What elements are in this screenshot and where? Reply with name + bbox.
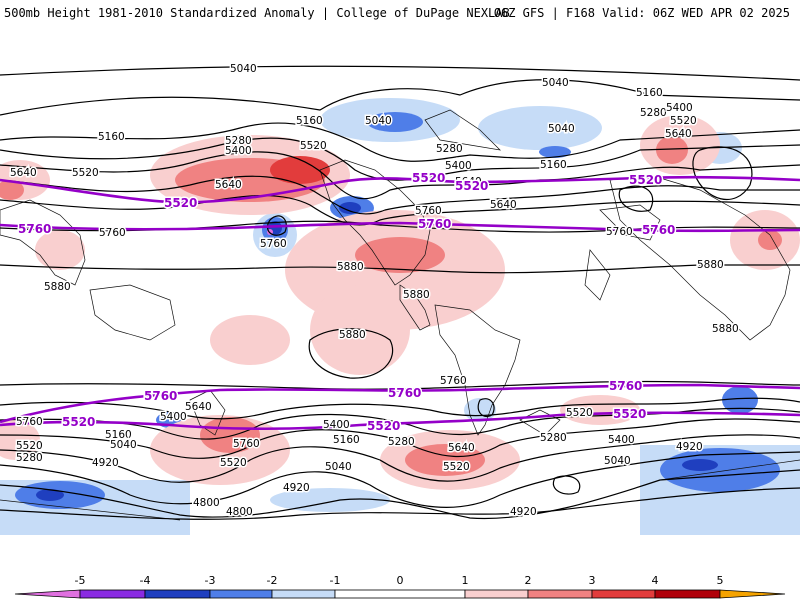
map-svg: 5040 5040 5040 5040 5040 5160 5160 5160 … [0,40,800,561]
contour-label: 5400 [608,434,635,446]
legend-colorbar [14,589,786,599]
contour-label: 5400 [160,411,187,423]
contour-label: 5760 [415,205,442,217]
highlight-labels: 5520 5520 5520 5520 5760 5760 5760 5760 … [17,170,677,435]
legend-ticks: -5 -4 -3 -2 -1 0 1 2 3 4 5 [75,574,724,587]
contour-label: 5880 [337,261,364,273]
map-title: 500mb Height 1981-2010 Standardized Anom… [4,6,510,20]
color-legend: -5 -4 -3 -2 -1 0 1 2 3 4 5 [0,568,800,600]
contour-label: 5400 [666,102,693,114]
highlight-label: 5760 [609,379,642,393]
anomaly-map: 5040 5040 5040 5040 5040 5160 5160 5160 … [0,40,800,561]
highlight-label: 5760 [144,389,177,403]
contour-label: 5280 [225,135,252,147]
contour-label: 5280 [388,436,415,448]
contour-label: 5760 [233,438,260,450]
legend-tick: 0 [397,574,404,587]
contour-label: 4920 [92,457,119,469]
contour-label: 5280 [540,432,567,444]
legend-svg: -5 -4 -3 -2 -1 0 1 2 3 4 5 [14,574,786,599]
contour-label: 5280 [16,452,43,464]
contour-label: 5640 [185,401,212,413]
contour-label: 5640 [10,167,37,179]
contour-label: 5400 [225,145,252,157]
contour-label: 5280 [436,143,463,155]
contour-label: 5040 [230,63,257,75]
legend-tick: -2 [267,574,278,587]
contour-label: 5880 [339,329,366,341]
highlight-label: 5520 [629,173,662,187]
contour-label: 5040 [325,461,352,473]
highlight-contours [0,175,800,431]
contour-label: 5520 [220,457,247,469]
contour-label: 5760 [260,238,287,250]
contour-label: 4920 [283,482,310,494]
legend-tick: -4 [140,574,151,587]
highlight-label: 5760 [418,217,451,231]
contour-label: 5160 [540,159,567,171]
highlight-label: 5520 [613,407,646,421]
contour-label: 5760 [440,375,467,387]
legend-tick: -3 [205,574,216,587]
contour-label: 4920 [510,506,537,518]
contour-label: 5760 [99,227,126,239]
contour-label: 5880 [44,281,71,293]
contour-label: 5160 [333,434,360,446]
contour-label: 5040 [365,115,392,127]
contour-label: 5640 [448,442,475,454]
legend-tick: 1 [462,574,469,587]
contour-label: 5160 [296,115,323,127]
contour-label: 5040 [542,77,569,89]
contour-label: 5400 [445,160,472,172]
highlight-label: 5520 [164,196,197,210]
contour-label: 5880 [712,323,739,335]
contour-label: 5520 [566,407,593,419]
contour-label: 5160 [636,87,663,99]
contour-label: 5760 [16,416,43,428]
contour-label: 5640 [455,176,482,188]
contour-label: 5520 [670,115,697,127]
contour-label: 4920 [676,441,703,453]
legend-tick: 2 [525,574,532,587]
anomaly-shading [0,98,800,535]
contour-label: 5520 [300,140,327,152]
legend-tick: -5 [75,574,86,587]
contour-label: 5640 [490,199,517,211]
model-run-info: 06Z GFS | F168 Valid: 06Z WED APR 02 202… [493,6,790,20]
contour-label: 5280 [640,107,667,119]
legend-tick: 3 [589,574,596,587]
contour-label: 4800 [193,497,220,509]
highlight-label: 5760 [18,222,51,236]
highlight-label: 5520 [412,171,445,185]
contour-label: 5040 [548,123,575,135]
contour-label: 5640 [665,128,692,140]
contour-label: 5520 [443,461,470,473]
highlight-label: 5520 [455,179,488,193]
contour-label: 4800 [226,506,253,518]
legend-tick: -1 [330,574,341,587]
contour-labels: 5040 5040 5040 5040 5040 5160 5160 5160 … [9,62,741,520]
contour-label: 5640 [215,179,242,191]
contour-label: 5160 [105,429,132,441]
legend-tick: 4 [652,574,659,587]
contour-label: 5880 [697,259,724,271]
contour-label: 5160 [98,131,125,143]
header: 500mb Height 1981-2010 Standardized Anom… [0,0,800,28]
highlight-label: 5520 [62,415,95,429]
contour-label: 5760 [606,226,633,238]
highlight-label: 5760 [388,386,421,400]
contour-label: 5880 [403,289,430,301]
coastlines [0,109,800,521]
highlight-label: 5520 [367,419,400,433]
contour-label: 5520 [16,440,43,452]
contour-label: 5400 [323,419,350,431]
contour-label: 5040 [604,455,631,467]
contour-label: 5520 [72,167,99,179]
highlight-label: 5760 [642,223,675,237]
contour-label: 5040 [110,439,137,451]
legend-tick: 5 [717,574,724,587]
